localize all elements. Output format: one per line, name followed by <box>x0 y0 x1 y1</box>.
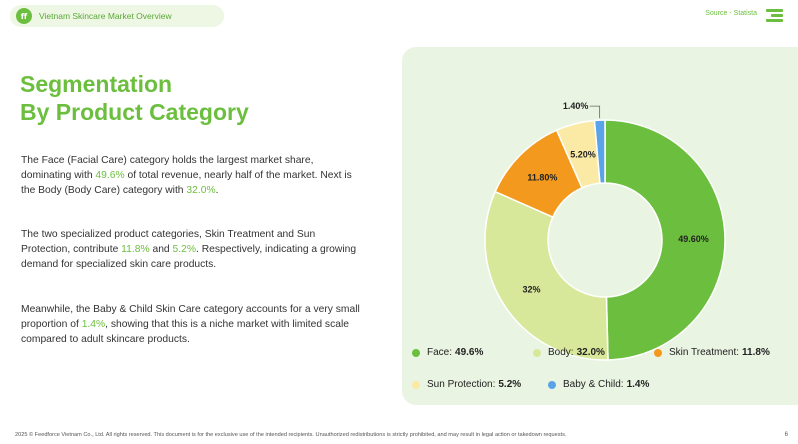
paragraph-face-body: The Face (Facial Care) category holds th… <box>21 155 352 196</box>
highlight-treatment: 11.8% <box>121 244 150 255</box>
legend-value-face: 49.6% <box>455 347 484 358</box>
legend-label-sun-protection: Sun Protection: <box>427 379 496 390</box>
title-line-2: By Product Category <box>20 99 249 125</box>
donut-slice-face <box>604 119 726 361</box>
legend-item-skin-treatment: Skin Treatment: 11.8% <box>654 347 770 358</box>
legend-value-sun-protection: 5.2% <box>498 379 522 390</box>
highlight-face: 49.6% <box>95 170 125 181</box>
leader-line-baby-child <box>589 105 601 119</box>
legend-value-baby-child: 1.4% <box>626 379 650 390</box>
header-pill: ff Vietnam Skincare Market Overview <box>10 5 224 27</box>
legend-dot-face <box>412 348 420 357</box>
page-title: Segmentation By Product Category <box>20 70 249 126</box>
legend-label-body: Body: <box>548 347 574 358</box>
legend-dot-body <box>533 348 541 357</box>
slice-label-body: 32% <box>522 284 540 294</box>
legend-item-face: Face: 49.6% <box>412 347 483 358</box>
chart-legend: Face: 49.6% Body: 32.0% Skin Treatment: 11.8%… <box>402 47 798 405</box>
legend-value-skin-treatment: 11.8% <box>742 347 770 358</box>
highlight-body: 32.0% <box>186 185 216 196</box>
slice-label-skin-treatment: 11.80% <box>527 172 557 182</box>
legend-dot-baby-child <box>548 380 556 389</box>
pill-title: Vietnam Skincare Market Overview <box>39 11 172 21</box>
page-number: 6 <box>784 432 788 438</box>
legend-item-body: Body: 32.0% <box>533 347 605 358</box>
highlight-baby: 1.4% <box>81 319 106 330</box>
donut-slice-body <box>484 190 609 361</box>
donut-slice-baby-child <box>593 119 606 185</box>
slice-label-sun-protection: 5.20% <box>570 149 596 159</box>
slice-label-face: 49.60% <box>678 234 709 244</box>
legend-label-baby-child: Baby & Child: <box>563 379 624 390</box>
slice-label-baby-child: 1.40% <box>563 101 589 111</box>
source-label: Source - Statista <box>705 10 757 17</box>
paragraph-treatment-sun: The two specialized product categories, … <box>21 229 357 270</box>
brand-logo-icon: ff <box>16 8 32 24</box>
title-line-1: Segmentation <box>20 71 173 97</box>
chart-panel: 49.60% 32% 11.80% 5.20% 1.40% Face: 49.6% Body… <box>402 47 798 405</box>
legend-dot-skin-treatment <box>654 348 662 357</box>
legend-value-body: 32.0% <box>576 347 605 358</box>
paragraph-baby-child: Meanwhile, the Baby & Child Skin Care ca… <box>21 304 360 345</box>
footer-copyright: 2025 © Feedforce Vietnam Co., Ltd. All r… <box>15 432 567 438</box>
legend-item-sun-protection: Sun Protection: 5.2% <box>412 379 521 390</box>
legend-label-skin-treatment: Skin Treatment: <box>669 347 740 358</box>
menu-icon[interactable] <box>766 9 783 23</box>
legend-item-baby-child: Baby & Child: 1.4% <box>548 379 649 390</box>
highlight-sun: 5.2% <box>172 244 196 255</box>
legend-label-face: Face: <box>427 347 453 358</box>
legend-dot-sun-protection <box>412 380 420 389</box>
donut-chart: 49.60% 32% 11.80% 5.20% 1.40% <box>484 101 726 361</box>
